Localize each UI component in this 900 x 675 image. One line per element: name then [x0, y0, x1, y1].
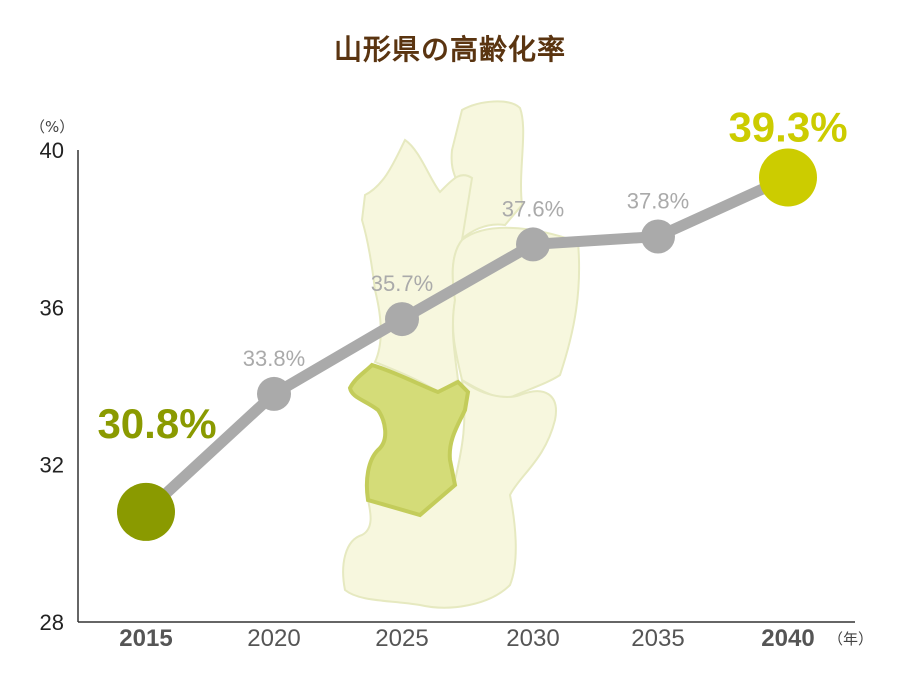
y-tick-labels: 28 32 36 40 [40, 138, 64, 635]
y-tick-label: 36 [40, 295, 64, 320]
data-point [759, 148, 817, 207]
series-polyline [140, 172, 794, 518]
x-tick-label: 2025 [375, 625, 428, 652]
x-tick-label: 2020 [247, 625, 300, 652]
data-point [641, 219, 675, 254]
prefecture-map-illustration [342, 100, 581, 609]
x-tick-label: 2030 [506, 625, 559, 652]
data-point [385, 302, 419, 337]
data-point [117, 482, 175, 541]
data-point [516, 227, 550, 262]
series-line [117, 148, 817, 541]
y-tick-label: 28 [40, 610, 64, 635]
x-tick-label: 2015 [119, 625, 172, 652]
x-axis-unit: （年） [828, 630, 873, 648]
map-region-south [342, 377, 557, 609]
data-point [257, 376, 291, 411]
data-label: 37.6% [502, 196, 564, 221]
y-tick-label: 40 [40, 138, 64, 163]
x-tick-label: 2040 [761, 625, 814, 652]
data-label: 30.8% [97, 400, 216, 447]
x-tick-labels: 2015 2020 2025 2030 2035 2040 [119, 625, 814, 652]
y-tick-label: 32 [40, 453, 64, 478]
chart-title: 山形県の高齢化率 [333, 33, 566, 66]
x-tick-label: 2035 [631, 625, 684, 652]
map-highlight-region [347, 362, 471, 518]
y-axis-unit: （%） [30, 118, 74, 136]
data-label: 33.8% [243, 346, 305, 371]
value-labels: 30.8% 33.8% 35.7% 37.6% 37.8% 39.3% [97, 104, 847, 447]
data-label: 37.8% [627, 189, 689, 214]
data-label: 35.7% [371, 271, 433, 296]
data-label: 39.3% [728, 104, 847, 151]
